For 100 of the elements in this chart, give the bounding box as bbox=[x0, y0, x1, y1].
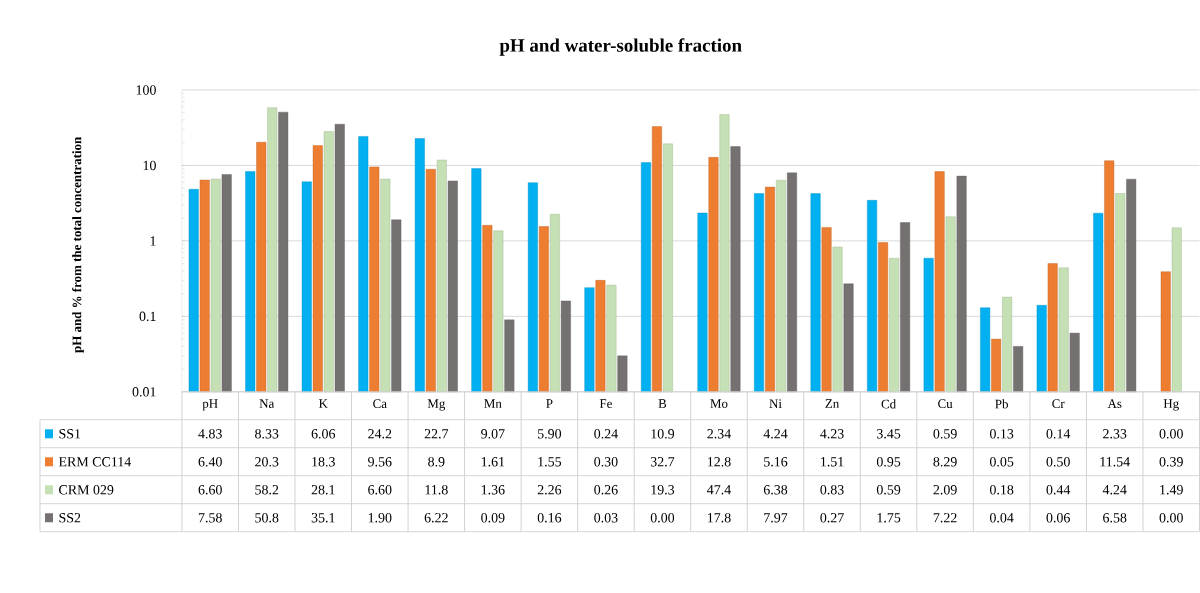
data-label: 2.34 bbox=[707, 429, 731, 439]
data-label: 58.2 bbox=[255, 485, 279, 495]
data-label: 8.29 bbox=[933, 457, 957, 467]
x-tick-label: Hg bbox=[1163, 399, 1179, 411]
x-tick-label: Pb bbox=[995, 399, 1008, 409]
x-tick-label: K bbox=[318, 399, 328, 408]
data-label: 22.7 bbox=[424, 429, 449, 439]
legend-label: ERM CC114 bbox=[58, 457, 131, 467]
x-tick-label: Cr bbox=[1052, 399, 1065, 409]
data-label: 0.24 bbox=[594, 429, 618, 439]
data-label: 7.97 bbox=[764, 513, 788, 523]
data-label: 0.06 bbox=[1046, 513, 1070, 523]
data-label: 6.40 bbox=[198, 457, 222, 467]
data-label: 6.22 bbox=[424, 513, 448, 523]
text: 0.00 bbox=[1159, 513, 1183, 523]
data-label: 0.09 bbox=[481, 513, 505, 523]
data-label: 1.55 bbox=[538, 457, 562, 467]
data-label: 0.26 bbox=[594, 485, 618, 495]
x-tick-label: Ni bbox=[769, 399, 782, 409]
y-tick-label: 100 bbox=[136, 85, 156, 95]
data-label: 12.8 bbox=[708, 457, 731, 467]
data-label: 0.03 bbox=[594, 513, 618, 523]
data-label: 10.9 bbox=[651, 429, 675, 439]
data-label: 35.1 bbox=[311, 513, 335, 523]
data-label: 20.3 bbox=[255, 457, 279, 467]
x-tick-label: B bbox=[658, 399, 667, 408]
data-label: 0.30 bbox=[594, 457, 618, 467]
data-label: 8.33 bbox=[255, 429, 279, 439]
y-axis-title: pH and % from the total concentration bbox=[72, 137, 84, 353]
data-label: 2.33 bbox=[1103, 429, 1127, 439]
data-label: 0.05 bbox=[989, 457, 1014, 467]
x-tick-label: Mg bbox=[427, 399, 446, 411]
data-label: 9.07 bbox=[481, 429, 505, 439]
data-label: 9.56 bbox=[368, 457, 392, 467]
text: 0.00 bbox=[650, 513, 675, 523]
legend-label: SS2 bbox=[59, 513, 81, 523]
data-label: 2.26 bbox=[537, 485, 562, 495]
data-label: 1.51 bbox=[821, 457, 844, 467]
data-label: 5.90 bbox=[538, 429, 562, 439]
data-label: 7.58 bbox=[198, 513, 222, 523]
y-tick-label: 0.1 bbox=[139, 311, 156, 322]
data-label: 4.83 bbox=[198, 429, 222, 439]
data-label: 28.1 bbox=[311, 485, 335, 495]
data-label: 8.9 bbox=[428, 457, 445, 467]
data-label: 50.8 bbox=[255, 513, 279, 523]
x-tick-label: Fe bbox=[599, 399, 612, 409]
x-tick-label: Na bbox=[259, 399, 275, 409]
data-label: 5.16 bbox=[764, 457, 788, 467]
x-tick-label: pH bbox=[202, 399, 218, 411]
chart-title: pH and water-soluble fraction bbox=[499, 38, 742, 56]
data-label: 0.04 bbox=[989, 513, 1014, 523]
data-label: 4.23 bbox=[820, 429, 844, 439]
data-label: 0.95 bbox=[876, 457, 901, 467]
data-label: 32.7 bbox=[650, 457, 675, 467]
data-label: 0.39 bbox=[1159, 457, 1183, 467]
data-label: 0.14 bbox=[1046, 429, 1071, 439]
x-tick-label: Zn bbox=[825, 399, 840, 408]
data-label: 1.49 bbox=[1160, 485, 1183, 495]
data-label: 0.50 bbox=[1046, 457, 1070, 467]
data-label: 47.4 bbox=[707, 485, 731, 495]
data-label: 0.27 bbox=[820, 513, 844, 523]
data-label: 6.06 bbox=[311, 429, 336, 439]
data-label: 24.2 bbox=[368, 429, 392, 439]
data-label: 11.54 bbox=[1100, 457, 1130, 467]
y-tick-label: 10 bbox=[143, 160, 156, 171]
data-label: 19.3 bbox=[651, 485, 675, 495]
data-label: 4.24 bbox=[763, 429, 788, 439]
data-label: 17.8 bbox=[708, 513, 731, 523]
data-label: 6.60 bbox=[198, 485, 222, 495]
text: 0.00 bbox=[1159, 429, 1183, 439]
data-label: 3.45 bbox=[877, 429, 901, 439]
y-tick-label: 1 bbox=[150, 236, 156, 246]
x-tick-label: Mo bbox=[710, 399, 728, 409]
x-tick-label: Mn bbox=[484, 399, 502, 408]
data-label: 2.09 bbox=[933, 485, 957, 495]
x-tick-label: As bbox=[1107, 399, 1122, 409]
data-label: 0.16 bbox=[537, 513, 562, 523]
data-label: 6.60 bbox=[368, 485, 392, 495]
data-label: 1.61 bbox=[481, 457, 505, 467]
x-tick-label: Cu bbox=[938, 399, 953, 409]
data-label: 4.24 bbox=[1102, 485, 1127, 495]
data-label: 1.75 bbox=[877, 513, 901, 523]
data-label: 11.8 bbox=[425, 485, 448, 495]
data-label: 18.3 bbox=[312, 457, 335, 467]
data-label: 0.13 bbox=[989, 429, 1014, 439]
legend-label: CRM 029 bbox=[59, 485, 114, 495]
data-label: 6.38 bbox=[763, 485, 788, 495]
data-label: 1.90 bbox=[368, 513, 392, 523]
y-tick-label: 0.01 bbox=[132, 387, 156, 397]
x-tick-label: Cd bbox=[881, 399, 896, 409]
data-label: 0.83 bbox=[820, 485, 844, 495]
data-label: 0.59 bbox=[876, 485, 901, 495]
data-label: 7.22 bbox=[933, 513, 957, 523]
data-label: 0.59 bbox=[933, 429, 957, 439]
legend-label: SS1 bbox=[59, 429, 81, 439]
x-tick-label: P bbox=[546, 399, 553, 408]
x-tick-label: Ca bbox=[373, 399, 387, 409]
data-label: 6.58 bbox=[1103, 513, 1127, 523]
data-label: 0.18 bbox=[989, 485, 1014, 495]
data-label: 1.36 bbox=[481, 485, 505, 495]
